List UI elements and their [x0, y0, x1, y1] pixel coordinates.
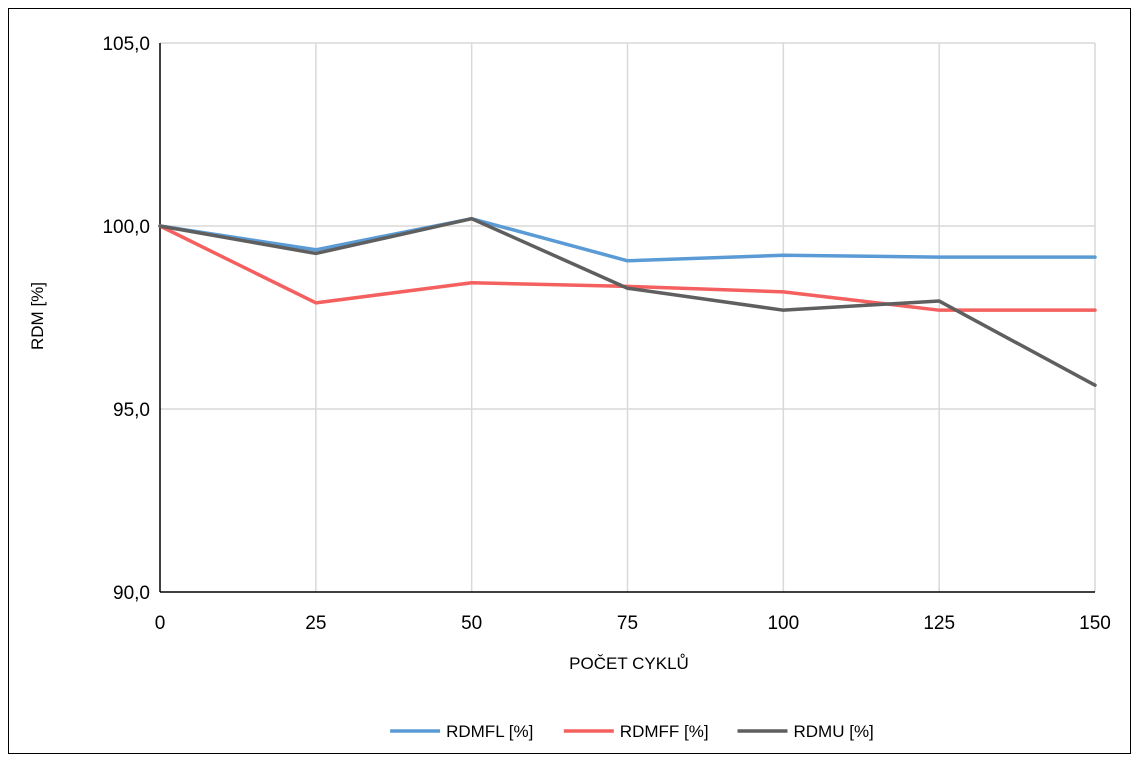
- series-line-1: [158, 216, 1097, 263]
- y-tick-label: 95,0: [113, 400, 150, 421]
- x-tick-label: 25: [305, 613, 326, 634]
- legend-label-1: RDMFL [%]: [446, 722, 533, 741]
- x-tick-label: 125: [923, 613, 955, 634]
- legend: RDMFL [%] RDMFF [%] RDMU [%]: [390, 722, 874, 741]
- x-tick-label: 0: [155, 613, 166, 634]
- legend-label-2: RDMFF [%]: [620, 722, 709, 741]
- y-tick-labels: 90,0 95,0 100,0 105,0: [102, 34, 150, 604]
- x-tick-label: 100: [767, 613, 799, 634]
- axis-layer: [159, 43, 1095, 593]
- y-tick-label: 90,0: [113, 583, 150, 604]
- x-tick-label: 150: [1079, 613, 1111, 634]
- y-tick-label: 105,0: [102, 34, 150, 55]
- y-axis-title: RDM [%]: [28, 282, 47, 350]
- series-line-3: [158, 216, 1097, 387]
- grid-layer: [160, 42, 1096, 592]
- x-tick-label: 50: [461, 613, 482, 634]
- x-axis-title: POČET CYKLŮ: [569, 654, 689, 673]
- x-tick-label: 75: [617, 613, 638, 634]
- series-layer: [158, 216, 1097, 387]
- x-tick-labels: 0 25 50 75 100 125 150: [155, 613, 1111, 634]
- chart-frame: 90,0 95,0 100,0 105,0 0 25 50 75 100 125 150 POČE…: [8, 8, 1131, 754]
- line-chart: 90,0 95,0 100,0 105,0 0 25 50 75 100 125 150 POČE…: [28, 34, 1111, 741]
- legend-label-3: RDMU [%]: [794, 722, 874, 741]
- y-tick-label: 100,0: [102, 217, 150, 238]
